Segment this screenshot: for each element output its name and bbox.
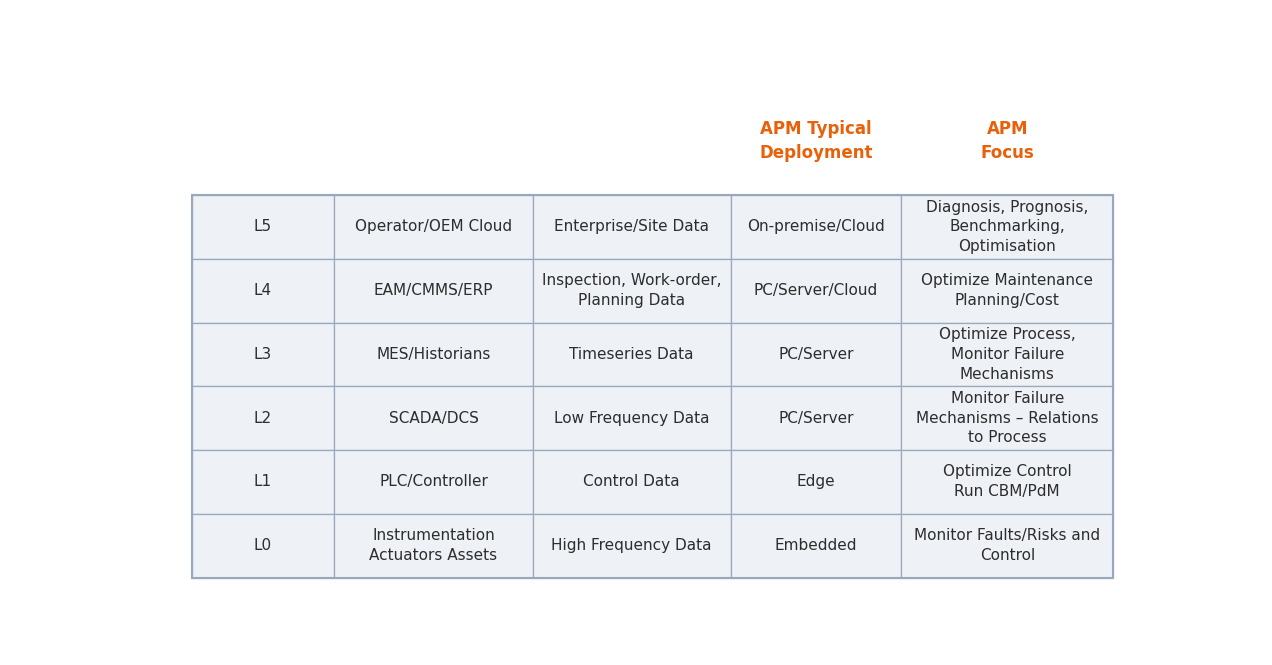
Bar <box>902 195 1113 259</box>
Text: PC/Server: PC/Server <box>778 410 854 426</box>
Bar <box>730 195 902 259</box>
Text: L5: L5 <box>254 219 272 234</box>
Text: Low Frequency Data: Low Frequency Data <box>553 410 710 426</box>
Bar <box>533 259 730 323</box>
Bar <box>730 259 902 323</box>
Bar <box>730 195 902 259</box>
Text: Optimize Control
Run CBM/PdM: Optimize Control Run CBM/PdM <box>943 464 1071 499</box>
Bar <box>902 386 1113 450</box>
Bar <box>902 323 1113 386</box>
Text: On-premise/Cloud: On-premise/Cloud <box>747 219 885 234</box>
Bar <box>533 514 730 577</box>
Bar <box>192 195 335 259</box>
Text: L3: L3 <box>254 347 272 362</box>
Bar <box>730 514 902 577</box>
Bar <box>192 323 335 386</box>
Bar <box>192 195 335 259</box>
Bar <box>533 514 730 577</box>
Text: Control Data: Control Data <box>584 474 681 489</box>
Bar <box>730 386 902 450</box>
Text: PC/Server/Cloud: PC/Server/Cloud <box>754 283 878 298</box>
Bar <box>335 323 533 386</box>
Text: Monitor Faults/Risks and
Control: Monitor Faults/Risks and Control <box>915 528 1100 563</box>
Bar <box>335 386 533 450</box>
Text: Optimize Process,
Monitor Failure
Mechanisms: Optimize Process, Monitor Failure Mechan… <box>939 327 1076 382</box>
Bar <box>533 450 730 514</box>
Text: Edge: Edge <box>796 474 836 489</box>
Text: Inspection, Work-order,
Planning Data: Inspection, Work-order, Planning Data <box>542 273 721 308</box>
Text: L0: L0 <box>254 538 272 553</box>
Bar <box>533 323 730 386</box>
Bar <box>533 386 730 450</box>
Text: Operator/OEM Cloud: Operator/OEM Cloud <box>355 219 513 234</box>
Text: Embedded: Embedded <box>775 538 857 553</box>
Bar <box>335 323 533 386</box>
Text: Instrumentation
Actuators Assets: Instrumentation Actuators Assets <box>369 528 497 563</box>
Bar <box>730 514 902 577</box>
Bar <box>902 514 1113 577</box>
Bar <box>533 195 730 259</box>
Bar <box>730 323 902 386</box>
Text: Enterprise/Site Data: Enterprise/Site Data <box>555 219 710 234</box>
Bar <box>730 386 902 450</box>
Bar <box>533 259 730 323</box>
Bar <box>730 450 902 514</box>
Text: PC/Server: PC/Server <box>778 347 854 362</box>
Text: L1: L1 <box>254 474 272 489</box>
Text: L2: L2 <box>254 410 272 426</box>
Text: High Frequency Data: High Frequency Data <box>551 538 712 553</box>
Bar <box>902 514 1113 577</box>
Bar <box>533 323 730 386</box>
Text: EAM/CMMS/ERP: EAM/CMMS/ERP <box>374 283 494 298</box>
Bar <box>902 450 1113 514</box>
Bar <box>192 323 335 386</box>
Bar <box>902 386 1113 450</box>
Text: Timeseries Data: Timeseries Data <box>570 347 695 362</box>
Bar <box>902 323 1113 386</box>
Bar <box>192 386 335 450</box>
Bar <box>902 259 1113 323</box>
Bar <box>335 259 533 323</box>
Bar <box>335 450 533 514</box>
Bar <box>902 259 1113 323</box>
Bar <box>730 450 902 514</box>
Bar <box>335 514 533 577</box>
Bar <box>730 323 902 386</box>
Text: Optimize Maintenance
Planning/Cost: Optimize Maintenance Planning/Cost <box>921 273 1093 308</box>
Bar <box>335 195 533 259</box>
Text: APM
Focus: APM Focus <box>981 120 1034 162</box>
Bar <box>192 514 335 577</box>
Bar <box>192 259 335 323</box>
Bar <box>192 450 335 514</box>
Bar <box>192 450 335 514</box>
Bar <box>192 386 335 450</box>
Bar <box>192 259 335 323</box>
Bar <box>902 195 1113 259</box>
Bar <box>192 514 335 577</box>
Text: APM Typical
Deployment: APM Typical Deployment <box>759 120 873 162</box>
Bar <box>533 450 730 514</box>
Bar <box>730 259 902 323</box>
Text: SCADA/DCS: SCADA/DCS <box>388 410 478 426</box>
Text: Diagnosis, Prognosis,
Benchmarking,
Optimisation: Diagnosis, Prognosis, Benchmarking, Opti… <box>926 200 1089 254</box>
Bar <box>192 195 1113 577</box>
Bar <box>335 514 533 577</box>
Bar <box>533 195 730 259</box>
Text: PLC/Controller: PLC/Controller <box>379 474 488 489</box>
Text: L4: L4 <box>254 283 272 298</box>
Text: Monitor Failure
Mechanisms – Relations
to Process: Monitor Failure Mechanisms – Relations t… <box>916 391 1099 446</box>
Bar <box>335 386 533 450</box>
Bar <box>335 259 533 323</box>
Bar <box>335 195 533 259</box>
Bar <box>902 450 1113 514</box>
Bar <box>335 450 533 514</box>
Bar <box>533 386 730 450</box>
Text: MES/Historians: MES/Historians <box>377 347 491 362</box>
